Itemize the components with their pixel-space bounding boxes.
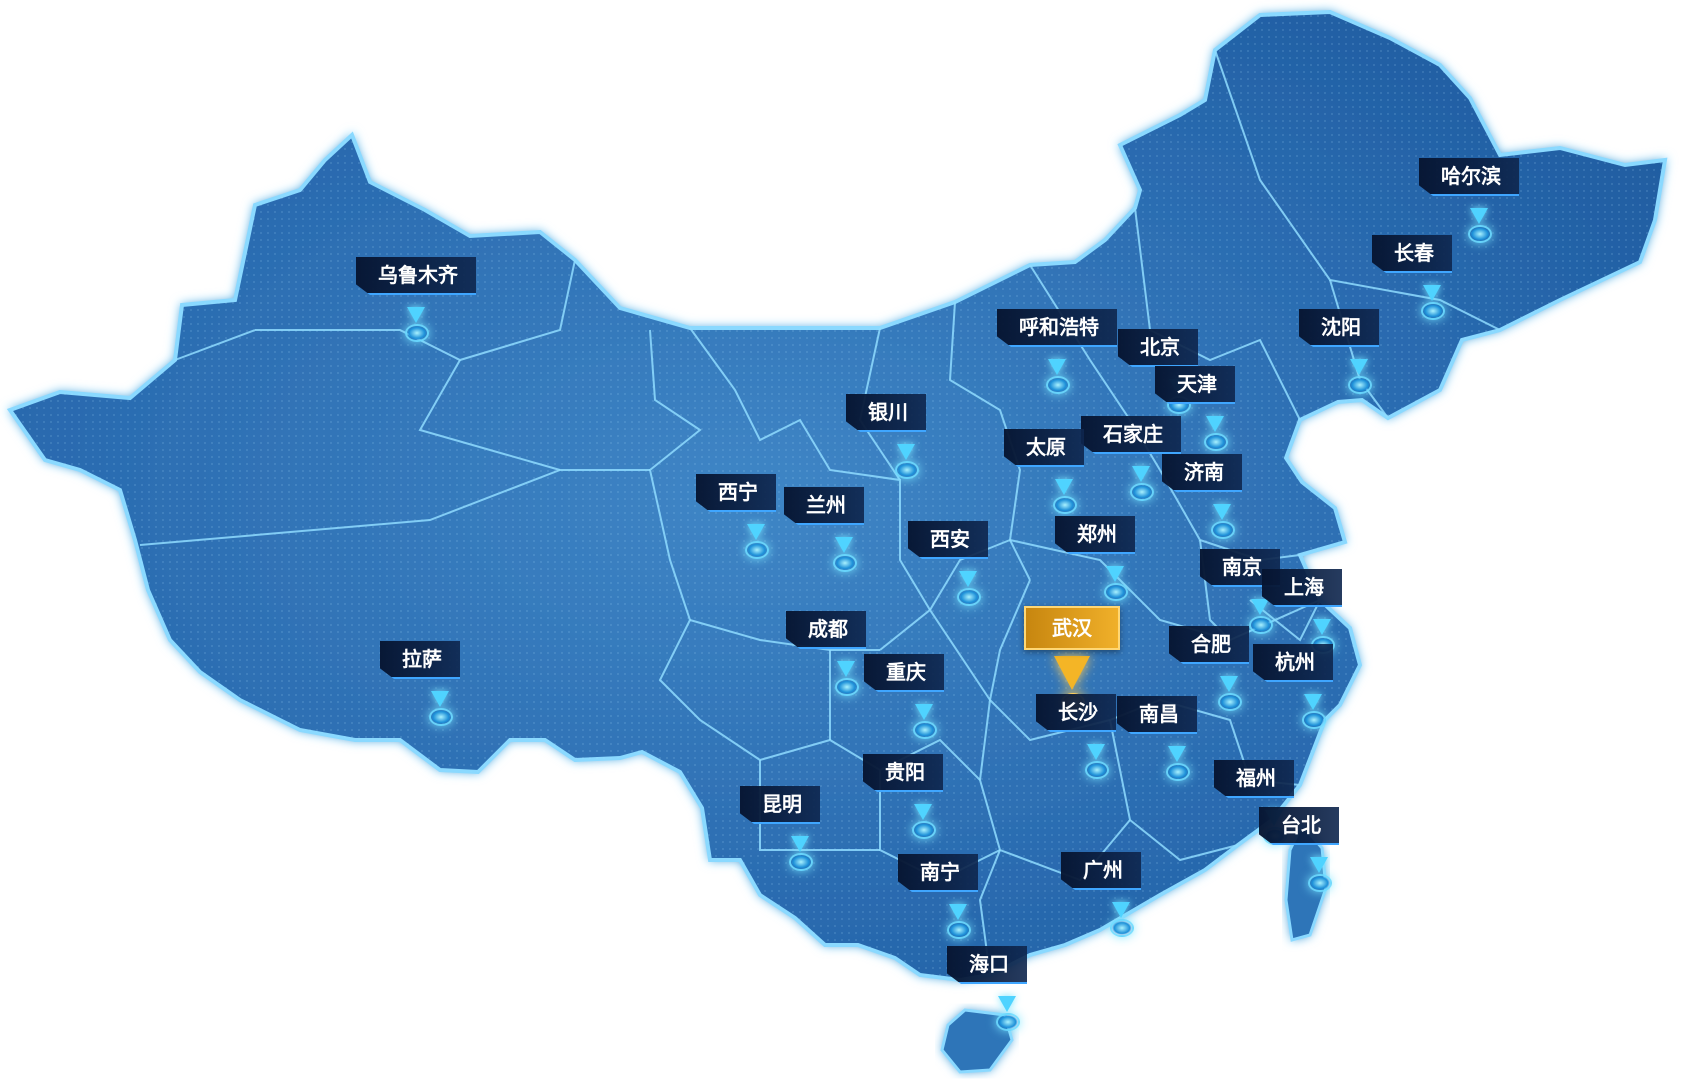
city-label-yinchuan[interactable]: 银川 — [846, 394, 926, 432]
city-label-changsha[interactable]: 长沙 — [1036, 694, 1116, 732]
city-label-tianjin[interactable]: 天津 — [1155, 366, 1235, 404]
map-pin-icon — [791, 836, 809, 852]
location-dot-icon — [1421, 302, 1445, 320]
city-label-xining[interactable]: 西宁 — [696, 474, 776, 512]
location-dot-icon — [1085, 761, 1109, 779]
taiwan-island — [1284, 822, 1328, 942]
location-dot-icon — [947, 921, 971, 939]
location-dot-icon — [835, 678, 859, 696]
map-pin-icon — [1313, 619, 1331, 635]
city-label-shenyang[interactable]: 沈阳 — [1299, 309, 1379, 347]
city-label-jinan[interactable]: 济南 — [1162, 454, 1242, 492]
map-pin-icon — [1112, 902, 1130, 918]
map-pin-icon — [998, 996, 1016, 1012]
city-label-harbin[interactable]: 哈尔滨 — [1419, 158, 1519, 196]
map-pin-icon — [959, 571, 977, 587]
map-pin-icon — [1055, 479, 1073, 495]
city-label-chengdu[interactable]: 成都 — [786, 611, 866, 649]
location-dot-icon — [912, 821, 936, 839]
location-dot-icon — [1166, 763, 1190, 781]
location-dot-icon — [895, 461, 919, 479]
location-dot-icon — [1104, 583, 1128, 601]
location-dot-icon — [745, 541, 769, 559]
map-pin-icon — [1310, 857, 1328, 873]
map-pin-icon — [431, 691, 449, 707]
map-pin-icon — [1220, 676, 1238, 692]
location-dot-icon — [1211, 521, 1235, 539]
map-pin-icon — [915, 704, 933, 720]
map-pin-icon — [1213, 504, 1231, 520]
city-label-zhengzhou[interactable]: 郑州 — [1055, 516, 1135, 554]
location-dot-icon — [833, 554, 857, 572]
city-label-taiyuan[interactable]: 太原 — [1004, 429, 1084, 467]
city-label-hefei[interactable]: 合肥 — [1169, 626, 1249, 664]
map-pin-icon — [1048, 359, 1066, 375]
city-label-guiyang[interactable]: 贵阳 — [863, 754, 943, 792]
location-dot-icon — [789, 853, 813, 871]
location-dot-icon — [1249, 616, 1273, 634]
city-label-shijiazhuang[interactable]: 石家庄 — [1081, 416, 1181, 454]
location-dot-icon — [957, 588, 981, 606]
city-label-haikou[interactable]: 海口 — [947, 946, 1027, 984]
location-dot-icon — [1046, 376, 1070, 394]
city-label-hohhot[interactable]: 呼和浩特 — [997, 309, 1117, 347]
city-label-nanning[interactable]: 南宁 — [898, 854, 978, 892]
location-dot-icon — [1204, 433, 1228, 451]
city-label-lhasa[interactable]: 拉萨 — [380, 641, 460, 679]
location-dot-icon — [913, 721, 937, 739]
location-dot-icon — [1218, 693, 1242, 711]
city-label-nanchang[interactable]: 南昌 — [1117, 696, 1197, 734]
map-pin-icon — [1251, 599, 1269, 615]
location-dot-icon — [1468, 225, 1492, 243]
location-dot-icon — [996, 1013, 1020, 1031]
map-pin-icon — [835, 537, 853, 553]
city-label-lanzhou[interactable]: 兰州 — [784, 487, 864, 525]
city-label-xian[interactable]: 西安 — [908, 521, 988, 559]
location-dot-icon — [1053, 496, 1077, 514]
map-pin-icon — [1054, 656, 1090, 690]
city-label-taipei[interactable]: 台北 — [1259, 807, 1339, 845]
location-dot-icon — [405, 324, 429, 342]
location-dot-icon — [1130, 483, 1154, 501]
location-dot-icon — [1302, 711, 1326, 729]
city-label-fuzhou[interactable]: 福州 — [1214, 760, 1294, 798]
map-pin-icon — [914, 804, 932, 820]
map-pin-icon — [1350, 359, 1368, 375]
location-dot-icon — [429, 708, 453, 726]
location-dot-icon — [1348, 376, 1372, 394]
city-label-nanjing[interactable]: 南京 — [1200, 549, 1280, 587]
map-pin-icon — [837, 661, 855, 677]
map-pin-icon — [747, 524, 765, 540]
city-label-beijing[interactable]: 北京 — [1118, 329, 1198, 367]
map-pin-icon — [1423, 285, 1441, 301]
city-label-wuhan[interactable]: 武汉 — [1024, 606, 1120, 650]
map-pin-icon — [1304, 694, 1322, 710]
location-dot-icon — [1110, 919, 1134, 937]
map-pin-icon — [1087, 744, 1105, 760]
map-pin-icon — [1106, 566, 1124, 582]
map-pin-icon — [1206, 416, 1224, 432]
city-label-kunming[interactable]: 昆明 — [740, 786, 820, 824]
city-label-chongqing[interactable]: 重庆 — [864, 654, 944, 692]
map-pin-icon — [1470, 208, 1488, 224]
city-label-shanghai[interactable]: 上海 — [1262, 569, 1342, 607]
map-pin-icon — [407, 307, 425, 323]
city-label-changchun[interactable]: 长春 — [1372, 235, 1452, 273]
map-pin-icon — [897, 444, 915, 460]
city-label-hangzhou[interactable]: 杭州 — [1253, 644, 1333, 682]
map-pin-icon — [1168, 746, 1186, 762]
map-pin-icon — [1132, 466, 1150, 482]
city-label-guangzhou[interactable]: 广州 — [1061, 852, 1141, 890]
location-dot-icon — [1308, 874, 1332, 892]
map-pin-icon — [949, 904, 967, 920]
city-label-urumqi[interactable]: 乌鲁木齐 — [356, 257, 476, 295]
